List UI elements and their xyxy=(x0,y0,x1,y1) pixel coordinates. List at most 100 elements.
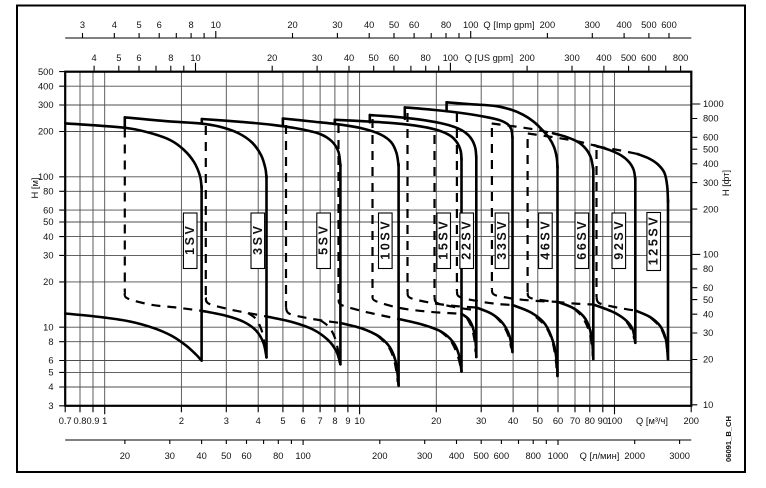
svg-text:3000: 3000 xyxy=(669,451,690,461)
svg-text:80: 80 xyxy=(273,451,283,461)
svg-text:10: 10 xyxy=(703,400,713,410)
svg-text:5: 5 xyxy=(48,368,53,378)
svg-text:200: 200 xyxy=(683,416,699,426)
svg-text:H [фт]: H [фт] xyxy=(721,170,731,196)
svg-text:66SV: 66SV xyxy=(575,219,589,260)
svg-text:4: 4 xyxy=(48,382,53,392)
svg-text:600: 600 xyxy=(494,451,510,461)
svg-text:500: 500 xyxy=(703,144,719,154)
svg-text:3SV: 3SV xyxy=(251,223,265,254)
svg-text:7: 7 xyxy=(318,416,323,426)
svg-text:5: 5 xyxy=(280,416,285,426)
svg-text:Q [м³/ч]: Q [м³/ч] xyxy=(636,416,668,426)
svg-text:3: 3 xyxy=(80,20,85,30)
svg-text:Q [US gpm]: Q [US gpm] xyxy=(465,53,514,63)
svg-text:Q [Imp gpm]: Q [Imp gpm] xyxy=(483,20,534,30)
svg-text:92SV: 92SV xyxy=(612,219,626,260)
svg-text:60: 60 xyxy=(241,451,251,461)
svg-text:20: 20 xyxy=(267,53,277,63)
svg-text:70: 70 xyxy=(570,416,580,426)
svg-text:50: 50 xyxy=(369,53,379,63)
svg-text:1: 1 xyxy=(102,416,107,426)
svg-text:80: 80 xyxy=(421,53,431,63)
svg-text:3: 3 xyxy=(224,416,229,426)
svg-text:40: 40 xyxy=(508,416,518,426)
svg-text:80: 80 xyxy=(703,264,713,274)
svg-text:200: 200 xyxy=(540,20,556,30)
svg-text:8: 8 xyxy=(48,337,53,347)
svg-text:2000: 2000 xyxy=(624,451,645,461)
svg-text:90: 90 xyxy=(598,416,608,426)
svg-text:3: 3 xyxy=(48,401,53,411)
svg-text:20: 20 xyxy=(120,451,130,461)
svg-text:50: 50 xyxy=(533,416,543,426)
svg-text:6: 6 xyxy=(301,416,306,426)
svg-text:10SV: 10SV xyxy=(378,219,392,260)
svg-text:20: 20 xyxy=(287,20,297,30)
svg-text:40: 40 xyxy=(364,20,374,30)
svg-text:10: 10 xyxy=(354,416,364,426)
svg-text:30: 30 xyxy=(332,20,342,30)
svg-text:8: 8 xyxy=(332,416,337,426)
svg-text:15SV: 15SV xyxy=(437,219,451,260)
svg-text:06091_B_CH: 06091_B_CH xyxy=(724,416,733,462)
svg-text:2: 2 xyxy=(179,416,184,426)
svg-text:1000: 1000 xyxy=(548,451,569,461)
svg-text:60: 60 xyxy=(409,20,419,30)
svg-text:Q [л/мин]: Q [л/мин] xyxy=(580,451,620,461)
svg-text:200: 200 xyxy=(519,53,535,63)
svg-text:500: 500 xyxy=(473,451,489,461)
svg-text:30: 30 xyxy=(476,416,486,426)
svg-text:4: 4 xyxy=(92,53,97,63)
svg-text:5: 5 xyxy=(116,53,121,63)
svg-text:9: 9 xyxy=(345,416,350,426)
svg-text:800: 800 xyxy=(673,53,689,63)
svg-text:100: 100 xyxy=(295,451,311,461)
svg-text:20: 20 xyxy=(703,355,713,365)
svg-text:30: 30 xyxy=(43,251,53,261)
svg-text:200: 200 xyxy=(372,451,388,461)
svg-text:30: 30 xyxy=(312,53,322,63)
svg-text:100: 100 xyxy=(38,172,54,182)
svg-text:46SV: 46SV xyxy=(538,219,552,260)
svg-text:80: 80 xyxy=(43,187,53,197)
svg-text:80: 80 xyxy=(441,20,451,30)
svg-text:60: 60 xyxy=(553,416,563,426)
svg-text:600: 600 xyxy=(661,20,677,30)
svg-text:400: 400 xyxy=(38,81,54,91)
svg-text:500: 500 xyxy=(621,53,637,63)
svg-text:5: 5 xyxy=(137,20,142,30)
svg-text:300: 300 xyxy=(703,178,719,188)
svg-text:200: 200 xyxy=(38,127,54,137)
svg-text:8: 8 xyxy=(189,20,194,30)
svg-text:5SV: 5SV xyxy=(317,223,331,254)
svg-text:200: 200 xyxy=(703,204,719,214)
svg-text:400: 400 xyxy=(703,159,719,169)
svg-text:500: 500 xyxy=(38,67,54,77)
svg-text:40: 40 xyxy=(43,232,53,242)
svg-text:1000: 1000 xyxy=(703,99,724,109)
svg-text:H [м]: H [м] xyxy=(30,178,40,199)
svg-text:4: 4 xyxy=(112,20,117,30)
svg-text:10: 10 xyxy=(190,53,200,63)
svg-text:400: 400 xyxy=(616,20,632,30)
svg-text:50: 50 xyxy=(703,295,713,305)
svg-text:1SV: 1SV xyxy=(183,223,197,254)
svg-text:40: 40 xyxy=(703,309,713,319)
svg-text:30: 30 xyxy=(165,451,175,461)
svg-text:20: 20 xyxy=(43,277,53,287)
svg-text:800: 800 xyxy=(525,451,541,461)
svg-text:6: 6 xyxy=(48,356,53,366)
svg-text:60: 60 xyxy=(43,205,53,215)
svg-text:33SV: 33SV xyxy=(495,219,509,260)
svg-text:600: 600 xyxy=(703,133,719,143)
svg-text:300: 300 xyxy=(417,451,433,461)
svg-text:800: 800 xyxy=(703,114,719,124)
svg-text:6: 6 xyxy=(157,20,162,30)
svg-text:300: 300 xyxy=(38,100,54,110)
svg-text:50: 50 xyxy=(221,451,231,461)
svg-text:10: 10 xyxy=(211,20,221,30)
svg-text:125SV: 125SV xyxy=(647,215,661,266)
svg-text:0.7: 0.7 xyxy=(59,416,72,426)
svg-text:40: 40 xyxy=(344,53,354,63)
